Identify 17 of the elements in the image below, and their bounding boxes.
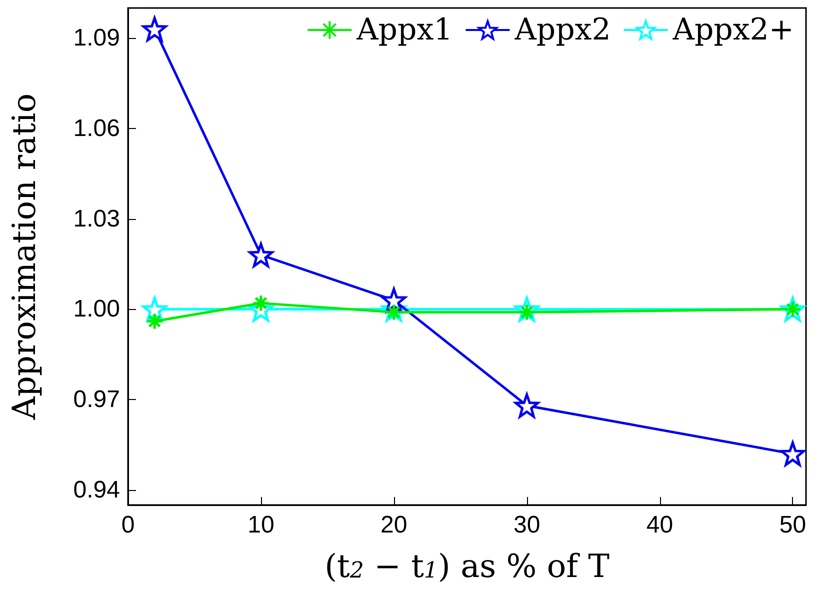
y-tick-label: 0.97 [73, 386, 120, 414]
y-tick-label: 1.09 [73, 24, 120, 52]
x-tick-label: 40 [646, 512, 674, 538]
y-tick-label: 1.00 [73, 296, 120, 323]
x-tick-label: 10 [248, 512, 274, 538]
y-tick-label: 0.94 [73, 476, 120, 504]
x-axis-title: (t2 − t1) as % of T [324, 547, 610, 585]
legend-label: Appx1 [356, 12, 453, 48]
legend-label: Appx2+ [672, 12, 794, 48]
x-tick-label: 50 [779, 512, 806, 538]
y-tick-label: 1.06 [73, 114, 120, 142]
legend-label: Appx2 [514, 12, 611, 48]
y-axis-title: Approximation ratio [5, 93, 43, 421]
x-tick-label: 30 [513, 512, 540, 538]
x-tick-label: 20 [380, 512, 408, 538]
y-tick-label: 1.03 [73, 205, 120, 232]
x-tick-label: 0 [121, 512, 135, 538]
